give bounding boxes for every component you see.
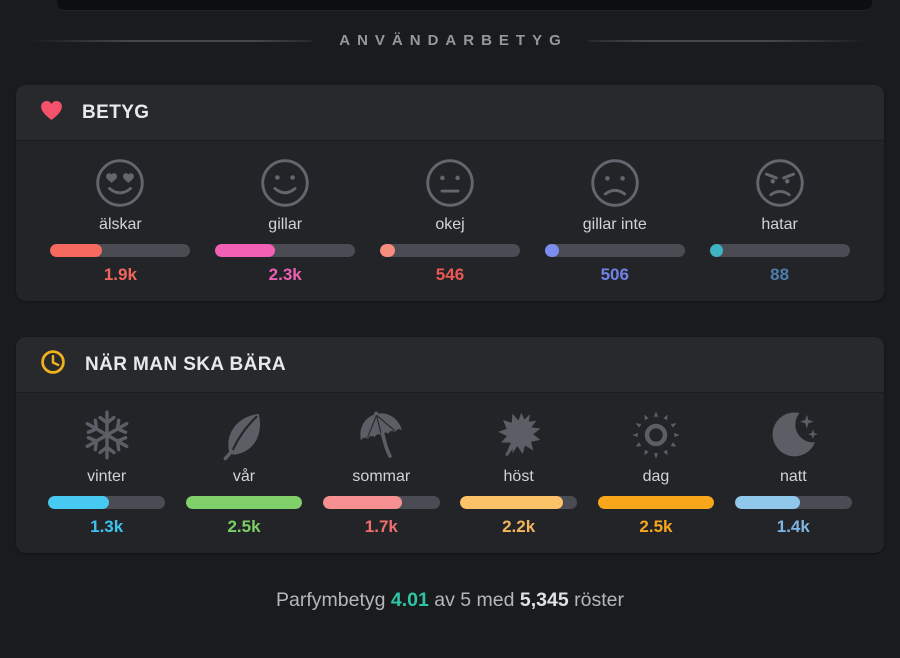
previous-card-bottom-edge — [57, 0, 872, 11]
perfume-rating-summary: Parfymbetyg 4.01 av 5 med 5,345 röster — [0, 589, 900, 612]
progress-track — [50, 244, 191, 257]
summary-prefix: Parfymbetyg — [276, 589, 386, 611]
summary-suffix: röster — [574, 589, 624, 611]
item-label: dag — [642, 468, 670, 485]
vote-item-gillar-inte[interactable]: gillar inte 506 — [532, 156, 697, 285]
snowflake-icon — [81, 408, 133, 462]
progress-track — [734, 496, 852, 509]
vote-item-natt[interactable]: natt 1.4k — [725, 408, 862, 537]
item-value: 2.5k — [639, 517, 673, 536]
beach-umbrella-icon — [355, 408, 407, 462]
vote-item-gillar[interactable]: gillar 2.3k — [203, 156, 368, 285]
progress-fill — [322, 496, 403, 509]
summary-middle: av 5 med — [434, 589, 515, 611]
vote-item-hatar[interactable]: hatar 88 — [697, 156, 862, 285]
progress-fill — [185, 496, 303, 509]
item-value: 1.4k — [776, 517, 810, 536]
neutral-face-icon — [423, 156, 477, 210]
when-to-wear-card-header: NÄR MAN SKA BÄRA — [16, 337, 884, 393]
item-value: 1.7k — [364, 517, 398, 536]
vote-item-sommar[interactable]: sommar 1.7k — [313, 408, 450, 537]
progress-fill — [544, 244, 559, 257]
moon-stars-icon — [767, 408, 819, 462]
progress-track — [544, 244, 685, 257]
progress-fill — [215, 244, 276, 257]
item-label: gillar — [268, 216, 303, 233]
item-label: natt — [779, 468, 807, 485]
item-label: gillar inte — [582, 216, 647, 233]
clock-icon — [40, 349, 66, 380]
progress-track — [460, 496, 577, 509]
progress-fill — [709, 244, 723, 257]
angry-face-icon — [753, 156, 807, 210]
divider-line-right — [587, 39, 871, 42]
item-value: 1.3k — [90, 517, 124, 536]
item-value: 88 — [770, 265, 790, 284]
progress-track — [48, 496, 166, 509]
rating-card-title: BETYG — [82, 101, 150, 123]
vote-item-dag[interactable]: dag 2.5k — [587, 408, 724, 537]
item-label: vinter — [87, 468, 127, 485]
heart-icon — [40, 100, 63, 126]
progress-track — [709, 244, 850, 257]
item-value: 546 — [435, 265, 465, 284]
item-label: höst — [503, 468, 534, 485]
rating-card-header: BETYG — [16, 85, 884, 141]
summary-vote-count: 5,345 — [519, 589, 569, 611]
love-face-icon — [93, 156, 147, 210]
item-label: vår — [232, 468, 256, 485]
item-label: hatar — [761, 216, 798, 233]
progress-fill — [597, 496, 715, 509]
item-value: 506 — [600, 265, 629, 284]
maple-leaf-icon — [493, 408, 545, 462]
progress-track — [322, 496, 440, 509]
item-value: 2.3k — [268, 265, 302, 284]
progress-fill — [460, 496, 563, 509]
rating-card-body: älskar 1.9k gillar 2.3k okej 546 gillar … — [16, 141, 884, 301]
progress-track — [215, 244, 356, 257]
progress-track — [185, 496, 303, 509]
leaf-icon — [218, 408, 270, 462]
item-label: okej — [435, 216, 465, 233]
when-to-wear-card-title: NÄR MAN SKA BÄRA — [85, 353, 286, 375]
section-title: ANVÄNDARBETYG — [339, 32, 568, 49]
progress-track — [597, 496, 715, 509]
progress-fill — [734, 496, 801, 509]
vote-item-host[interactable]: höst 2.2k — [450, 408, 587, 537]
smile-face-icon — [258, 156, 312, 210]
progress-track — [379, 244, 520, 257]
vote-item-okej[interactable]: okej 546 — [368, 156, 533, 285]
vote-item-vinter[interactable]: vinter 1.3k — [38, 408, 175, 537]
item-value: 2.2k — [502, 517, 536, 536]
when-to-wear-card-body: vinter 1.3k vår 2.5k sommar 1.7k — [16, 393, 884, 553]
vote-item-alskar[interactable]: älskar 1.9k — [38, 156, 203, 285]
divider-line-left — [30, 39, 313, 42]
progress-fill — [48, 496, 109, 509]
progress-fill — [50, 244, 103, 257]
item-value: 2.5k — [227, 517, 261, 536]
item-value: 1.9k — [103, 265, 137, 284]
item-label: älskar — [99, 216, 142, 233]
summary-rating-value: 4.01 — [390, 589, 429, 611]
user-rating-section-header: ANVÄNDARBETYG — [30, 0, 871, 49]
when-to-wear-card: NÄR MAN SKA BÄRA vinter 1.3k vår 2.5k — [16, 337, 884, 553]
vote-item-var[interactable]: vår 2.5k — [175, 408, 312, 537]
frown-face-icon — [588, 156, 642, 210]
rating-card: BETYG älskar 1.9k gillar 2.3k okej 546 — [16, 85, 884, 301]
progress-fill — [379, 244, 396, 257]
sun-icon — [630, 408, 682, 462]
item-label: sommar — [352, 468, 411, 485]
